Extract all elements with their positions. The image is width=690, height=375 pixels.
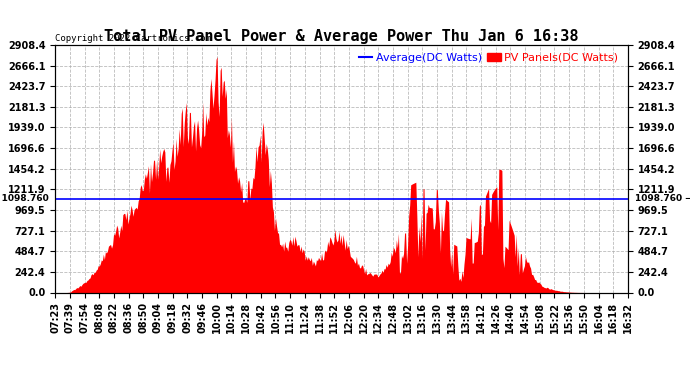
Text: Copyright 2022 Cartronics.com: Copyright 2022 Cartronics.com xyxy=(55,33,211,42)
Title: Total PV Panel Power & Average Power Thu Jan 6 16:38: Total PV Panel Power & Average Power Thu… xyxy=(104,29,579,44)
Text: ← 1098.760: ← 1098.760 xyxy=(0,195,48,204)
Legend: Average(DC Watts), PV Panels(DC Watts): Average(DC Watts), PV Panels(DC Watts) xyxy=(355,48,622,67)
Text: 1098.760 →: 1098.760 → xyxy=(635,195,690,204)
